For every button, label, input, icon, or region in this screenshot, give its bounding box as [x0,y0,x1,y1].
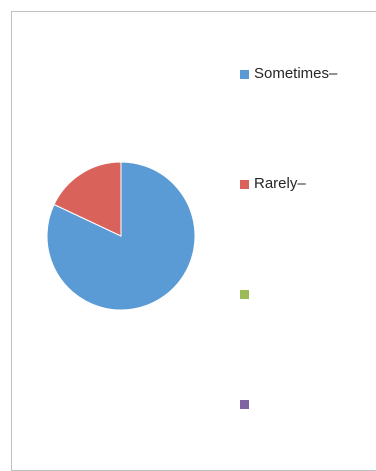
legend-swatch-0 [240,69,249,79]
legend-item-2 [240,286,254,302]
legend-label-0: Sometimes– [254,65,338,82]
legend-swatch-2 [240,289,249,299]
legend-item-0: Sometimes– [240,66,337,82]
pie-slice-1 [53,161,122,237]
legend-item-3 [240,396,254,412]
legend-swatch-1 [240,179,249,189]
legend-swatch-3 [240,399,249,409]
legend-item-1: Rarely– [240,176,306,192]
legend-label-1: Rarely– [254,175,306,192]
